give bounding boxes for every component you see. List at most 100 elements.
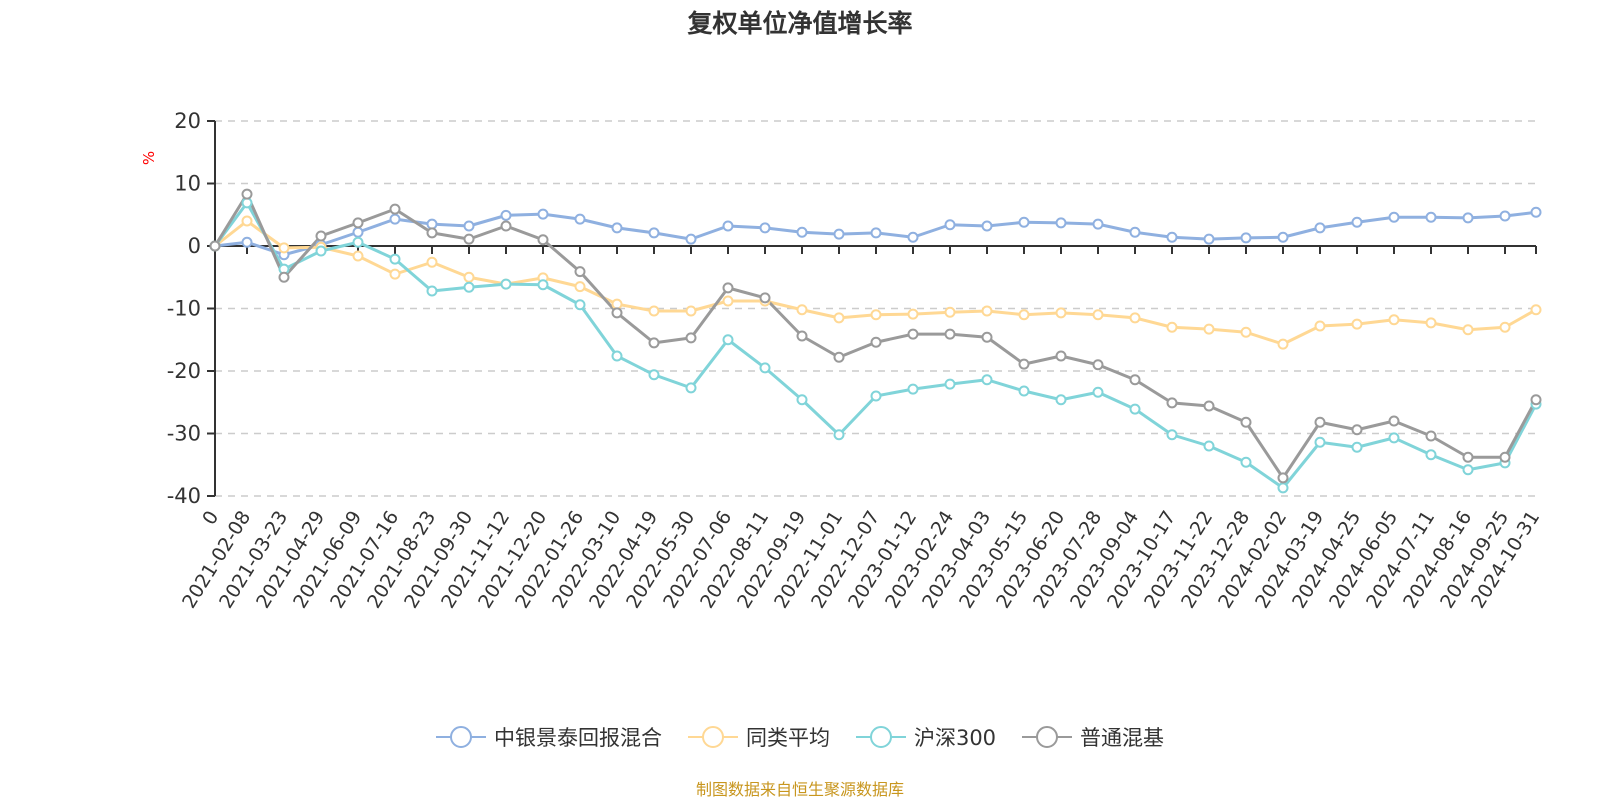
data-point-2	[1203, 323, 1215, 335]
data-point-3	[1388, 432, 1400, 444]
legend-item-1[interactable]: 中银景泰回报混合	[435, 722, 662, 752]
data-point-3	[611, 350, 623, 362]
legend-label: 同类平均	[745, 726, 830, 750]
data-point-3	[241, 197, 253, 209]
data-point-2	[611, 298, 623, 310]
data-point-4	[1240, 416, 1252, 428]
data-point-3	[1462, 464, 1474, 476]
data-point-2	[1530, 304, 1542, 316]
data-point-3	[759, 362, 771, 374]
data-point-1	[833, 228, 845, 240]
data-point-3	[833, 429, 845, 441]
data-point-1	[1018, 216, 1030, 228]
data-point-1	[1388, 211, 1400, 223]
data-point-4	[278, 271, 290, 283]
data-point-2	[1314, 320, 1326, 332]
data-point-2	[426, 256, 438, 268]
data-point-3	[1092, 386, 1104, 398]
y-tick-label: 10	[174, 172, 201, 196]
data-point-4	[1462, 451, 1474, 463]
data-point-4	[1499, 451, 1511, 463]
data-point-4	[1166, 397, 1178, 409]
data-point-1	[1530, 206, 1542, 218]
data-point-4	[648, 337, 660, 349]
data-point-4	[1277, 472, 1289, 484]
data-point-2	[574, 281, 586, 293]
data-point-1	[1203, 233, 1215, 245]
data-point-4	[1092, 359, 1104, 371]
data-point-2	[1388, 314, 1400, 326]
data-point-3	[1277, 482, 1289, 494]
data-point-2	[981, 305, 993, 317]
data-point-2	[1240, 326, 1252, 338]
data-point-4	[1425, 430, 1437, 442]
data-point-2	[648, 305, 660, 317]
data-point-3	[944, 378, 956, 390]
data-point-1	[648, 227, 660, 239]
data-point-4	[1018, 358, 1030, 370]
legend-label: 普通混基	[1080, 726, 1165, 750]
data-point-4	[241, 188, 253, 200]
data-point-1	[1240, 232, 1252, 244]
data-point-4	[389, 203, 401, 215]
data-point-3	[574, 299, 586, 311]
data-point-3	[1203, 440, 1215, 452]
data-point-4	[796, 330, 808, 342]
data-point-1	[685, 233, 697, 245]
data-point-3	[1351, 441, 1363, 453]
data-point-2	[1092, 309, 1104, 321]
data-point-2	[870, 309, 882, 321]
data-point-1	[463, 220, 475, 232]
data-point-1	[1351, 216, 1363, 228]
y-tick-label: -10	[167, 297, 201, 321]
data-point-1	[352, 226, 364, 238]
data-point-2	[685, 305, 697, 317]
legend-item-2[interactable]: 同类平均	[687, 722, 830, 752]
data-point-4	[537, 234, 549, 246]
data-point-4	[1203, 400, 1215, 412]
legend-item-4[interactable]: 普通混基	[1022, 722, 1164, 752]
data-point-3	[907, 383, 919, 395]
data-point-2	[1499, 321, 1511, 333]
data-point-1	[1499, 210, 1511, 222]
data-point-1	[426, 218, 438, 230]
data-point-2	[1018, 309, 1030, 321]
data-point-1	[500, 209, 512, 221]
data-point-4	[1351, 424, 1363, 436]
y-tick-label: -20	[167, 359, 201, 383]
data-point-4	[574, 266, 586, 278]
data-point-3	[389, 253, 401, 265]
data-point-4	[870, 336, 882, 348]
y-axis-label: %	[140, 151, 158, 165]
data-point-2	[833, 312, 845, 324]
data-point-3	[426, 285, 438, 297]
data-point-1	[389, 213, 401, 225]
data-point-2	[1351, 318, 1363, 330]
legend-line-circle-icon	[1022, 726, 1073, 748]
y-tick-label: 20	[174, 109, 201, 133]
legend-line-circle-icon	[435, 726, 486, 748]
data-point-2	[944, 306, 956, 318]
x-tick-label: 0	[198, 507, 223, 529]
y-tick-label: -40	[167, 484, 201, 508]
data-point-3	[352, 236, 364, 248]
data-point-1	[981, 220, 993, 232]
data-point-2	[907, 308, 919, 320]
data-point-1	[537, 208, 549, 220]
data-point-4	[1530, 394, 1542, 406]
data-point-1	[722, 220, 734, 232]
source-footer: 制图数据来自恒生聚源数据库	[695, 780, 904, 799]
legend-item-3[interactable]: 沪深300	[855, 722, 996, 752]
data-point-4	[426, 227, 438, 239]
data-point-4	[1388, 415, 1400, 427]
data-point-4	[944, 328, 956, 340]
data-point-3	[981, 374, 993, 386]
data-point-3	[685, 382, 697, 394]
data-point-1	[1129, 226, 1141, 238]
data-point-4	[722, 282, 734, 294]
data-point-2	[389, 268, 401, 280]
series-line-2	[214, 219, 1537, 346]
data-point-3	[870, 390, 882, 402]
data-point-1	[1092, 218, 1104, 230]
data-point-3	[500, 278, 512, 290]
